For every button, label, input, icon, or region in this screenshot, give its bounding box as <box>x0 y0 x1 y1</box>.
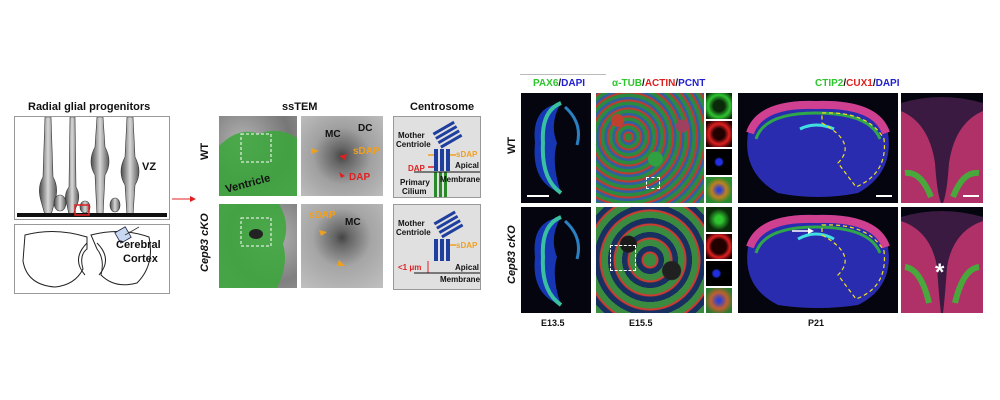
centriole-cko <box>414 210 480 274</box>
sstem-title: ssTEM <box>282 101 318 113</box>
green-cell-overlay-cko <box>219 204 287 288</box>
header-ctip2-cux1-dapi: CTIP2/CUX1/DAPI <box>815 78 900 89</box>
stage-p21: P21 <box>808 318 825 328</box>
centrosome-wt-diagram: Mother Centriole sDAP DAP Apical Membran… <box>393 116 481 198</box>
cortex-zoom-cko-layers <box>901 211 983 313</box>
p21-cko-image <box>738 207 898 313</box>
inset-wt-blue <box>706 149 732 175</box>
mother-label-1: Mother <box>398 131 425 140</box>
fluor-row-cko: Cep83 cKO <box>506 225 518 284</box>
cko-apical-label-1: Apical <box>455 263 480 272</box>
cortex-zoom-cko: * <box>901 207 983 313</box>
e15-wt-inset-box <box>646 177 660 189</box>
sstem-wt-zoom: MC DC sDAP DAP <box>301 116 383 196</box>
cortex-zoom-wt <box>901 93 983 203</box>
sstem-cko-zoom: sDAP MC <box>301 204 383 288</box>
dap-label: DAP <box>349 172 371 183</box>
cko-apical-label-2: Membrane <box>440 275 481 284</box>
transition-arrow <box>172 196 196 202</box>
p21-cko-brain <box>746 214 890 308</box>
apical-label-2: Membrane <box>440 175 481 184</box>
sstem-row-cko: Cep83 cKO <box>199 213 211 272</box>
mc-cko-label: MC <box>345 217 361 228</box>
e15-cko-inset-box <box>610 245 636 271</box>
stage-e15: E15.5 <box>629 318 653 328</box>
radial-glia-panel: VZ <box>14 116 170 220</box>
stage-e13: E13.5 <box>541 318 565 328</box>
e15-wt-image <box>596 93 704 203</box>
brain-outline-illustration <box>22 226 151 288</box>
cko-mother-label-2: Centriole <box>396 228 431 237</box>
e13-wt-brain <box>527 101 580 197</box>
inset-wt-red <box>706 121 732 147</box>
p21-wt-image <box>738 93 898 203</box>
sstem-row-wt: WT <box>199 142 211 160</box>
header-divider <box>520 74 606 75</box>
vz-label: VZ <box>142 161 157 173</box>
inset-wt-merge <box>706 177 732 203</box>
cortex-zoom-wt-layers <box>901 97 983 203</box>
e13-cko-image <box>521 207 591 313</box>
inset-cko-red <box>706 234 732 259</box>
sdap-label: sDAP <box>353 146 380 157</box>
sdap-cko-label: sDAP <box>309 210 336 221</box>
distance-label: <1 μm <box>398 263 422 272</box>
centriole-cilium-wt <box>414 120 480 197</box>
dc-label: DC <box>358 123 373 134</box>
header-tub-actin-pcnt: α-TUB/ACTIN/PCNT <box>612 78 706 89</box>
header-pax6-dapi: PAX6/DAPI <box>533 78 586 89</box>
e13-cko-brain <box>534 215 580 307</box>
inset-wt-green <box>706 93 732 119</box>
sstem-arrows <box>311 148 347 178</box>
sstem-cko-overview <box>219 204 297 288</box>
sstem-cko-arrows <box>319 230 345 266</box>
cortex-label-line2: Cortex <box>123 253 158 265</box>
cko-mother-label-1: Mother <box>398 219 425 228</box>
fluor-row-wt: WT <box>506 136 518 154</box>
radial-glia-illustration <box>17 117 167 217</box>
inset-cko-blue <box>706 261 732 286</box>
e15-cko-image <box>596 207 704 313</box>
sstem-wt-overview: Ventricle <box>219 116 297 196</box>
mother-label-2: Centriole <box>396 140 431 149</box>
sdap-diagram-label: sDAP <box>456 150 478 159</box>
cko-sdap-label: sDAP <box>456 241 478 250</box>
e13-wt-image <box>521 93 591 203</box>
apical-label-1: Apical <box>455 161 480 170</box>
centrosome-title: Centrosome <box>410 101 475 113</box>
inset-cko-green <box>706 207 732 232</box>
green-cell-overlay <box>219 130 297 196</box>
cortex-label-line1: Cerebral <box>116 239 161 251</box>
dap-diagram-label: DAP <box>408 164 425 173</box>
primary-label-1: Primary <box>400 178 430 187</box>
asterisk-mark: * <box>935 259 945 286</box>
brain-section-panel: Cerebral Cortex <box>14 224 170 294</box>
inset-cko-merge <box>706 288 732 313</box>
zoom-box <box>74 204 90 216</box>
schematic-title: Radial glial progenitors <box>28 101 151 113</box>
mc-label: MC <box>325 129 341 140</box>
centrosome-cko-diagram: Mother Centriole sDAP <1 μm Apical Membr… <box>393 204 481 290</box>
p21-wt-brain <box>746 100 892 197</box>
primary-label-2: Cilium <box>402 187 427 196</box>
